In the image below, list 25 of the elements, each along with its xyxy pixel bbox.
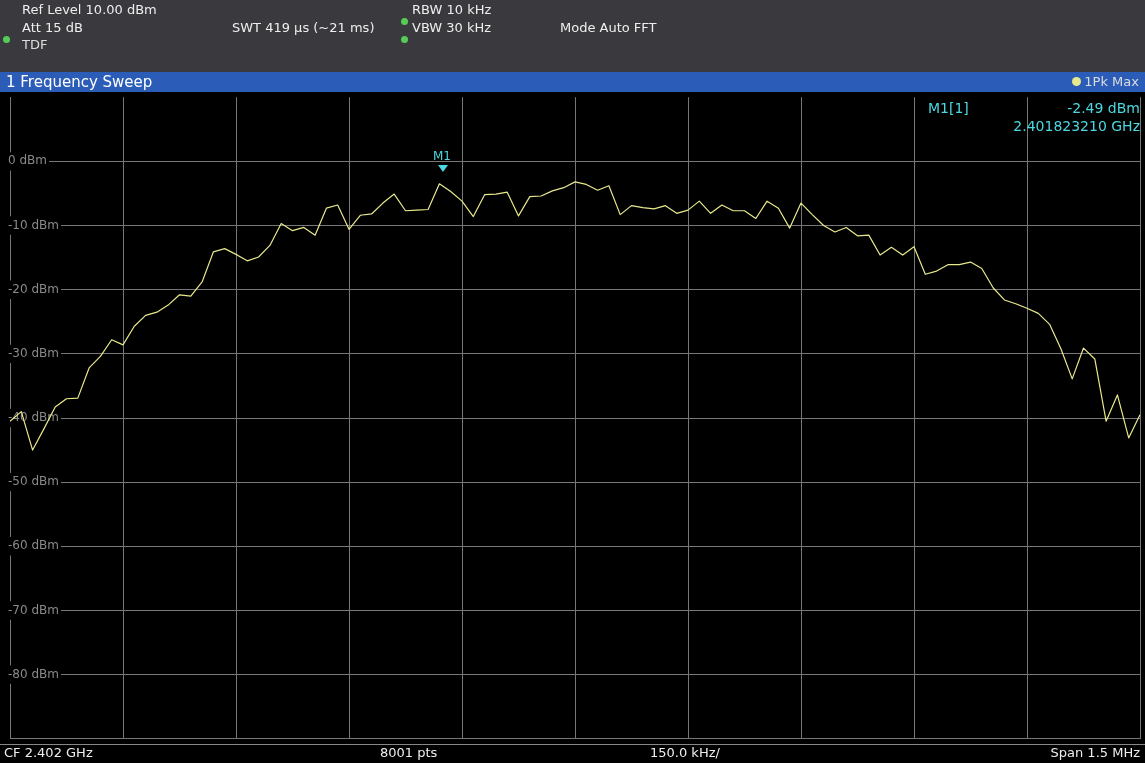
text: Mode Auto FFT [560, 20, 657, 35]
annotation: 2.401823210 GHz [1013, 118, 1140, 134]
y-tick-label: -10 dBm [8, 217, 59, 232]
y-tick-label: 0 dBm [8, 153, 47, 168]
text: Att 15 dB [22, 20, 83, 35]
annotation: M1 [433, 149, 451, 163]
text: 8001 pts [380, 745, 438, 760]
text: Ref Level 10.00 dBm [22, 2, 157, 17]
text: CF 2.402 GHz [4, 745, 93, 760]
y-tick-label: -80 dBm [8, 666, 59, 681]
legend-label: 1Pk Max [1084, 74, 1139, 89]
y-tick-label: -30 dBm [8, 345, 59, 360]
y-tick-label: -70 dBm [8, 602, 59, 617]
text: SWT 419 µs (~21 ms) [232, 20, 375, 35]
text: RBW 10 kHz [412, 2, 492, 17]
text: TDF [22, 37, 48, 52]
text: 150.0 kHz/ [650, 745, 720, 760]
y-tick-label: -20 dBm [8, 281, 59, 296]
annotation: -2.49 dBm [1067, 100, 1140, 116]
y-tick-label: -60 dBm [8, 538, 59, 553]
text: VBW 30 kHz [412, 20, 492, 35]
chart-title: 1 Frequency Sweep [6, 73, 153, 91]
annotation: M1[1] [928, 100, 969, 116]
y-tick-label: -50 dBm [8, 474, 59, 489]
text: Span 1.5 MHz [1050, 745, 1140, 760]
